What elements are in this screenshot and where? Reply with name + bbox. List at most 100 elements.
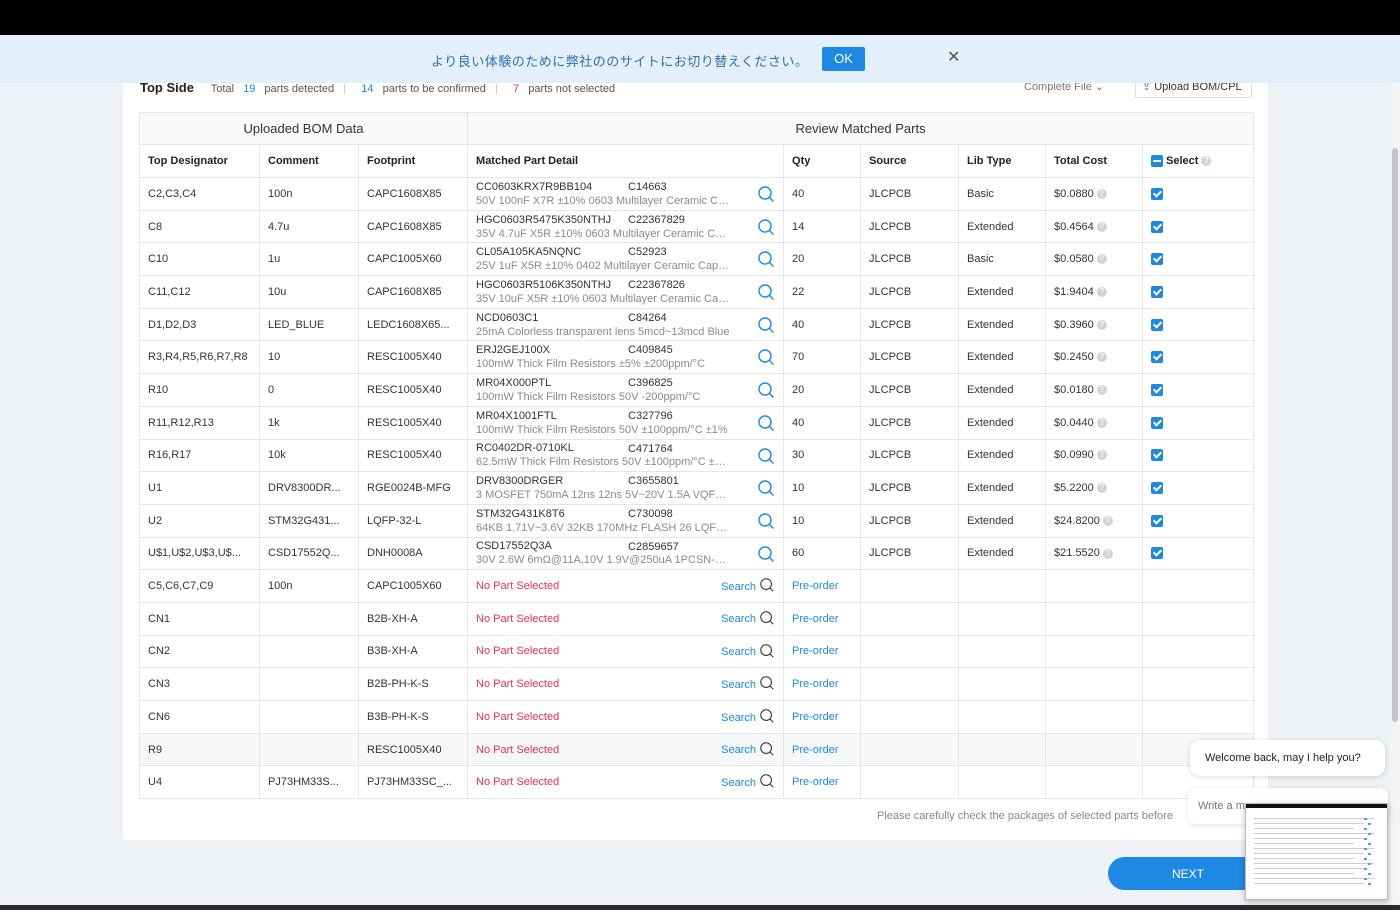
help-icon[interactable]: ? [1096,417,1107,428]
thumbnail-line [1254,828,1354,829]
chat-welcome-bubble[interactable]: Welcome back, may I help you? [1190,740,1385,776]
help-icon[interactable]: ? [1201,156,1212,167]
search-icon[interactable] [757,512,775,530]
search-part-link[interactable]: Search [721,643,775,662]
libtype-cell: Extended [958,340,1047,375]
search-icon[interactable] [757,479,775,497]
table-row: CN1 B2B-XH-A No Part Selected Search Pre-ord… [139,601,1255,636]
search-icon[interactable] [757,250,775,268]
search-icon[interactable] [757,185,775,203]
row-checkbox[interactable] [1151,449,1164,462]
footprint-cell: LQFP-32-L [357,503,469,538]
search-part-link[interactable]: Search [721,741,775,760]
qty-cell: 40 [783,177,862,211]
source-cell: JLCPCB [860,209,960,244]
preorder-link[interactable]: Pre-order [792,743,839,756]
row-checkbox[interactable] [1151,514,1164,527]
row-checkbox[interactable] [1151,285,1164,298]
divider [495,84,497,95]
help-icon[interactable]: ? [1096,221,1107,232]
select-cell [1142,438,1255,473]
help-icon[interactable]: ? [1102,548,1113,559]
search-icon[interactable] [757,414,775,432]
help-icon[interactable]: ? [1096,254,1107,265]
preorder-link[interactable]: Pre-order [792,678,839,691]
cost-cell: $24.8200? [1045,503,1144,538]
window-thumbnail[interactable] [1245,803,1388,900]
cost-value: $24.8200 [1054,514,1100,527]
help-icon[interactable]: ? [1102,515,1113,526]
search-icon[interactable] [757,447,775,465]
matched-part-cell: No Part Selected Search [467,634,785,669]
cost-cell [1045,601,1144,636]
group-uploaded-bom: Uploaded BOM Data [138,112,469,145]
help-icon[interactable]: ? [1096,188,1107,199]
matched-part-cell: ERJ2GEJ100X C409845 100mW Thick Film Resis… [467,340,785,375]
part-description: 35V 4.7uF X5R ±10% 0603 Multilayer Ceram… [476,227,731,240]
search-icon[interactable] [757,348,775,366]
close-icon[interactable]: ✕ [947,49,961,66]
designator-cell: U2 [139,503,260,538]
preorder-link[interactable]: Pre-order [792,580,839,593]
cost-value: $21.5520 [1054,547,1100,560]
table-row: D1,D2,D3 LED_BLUE LEDC1608X65... NCD0603C1 C… [139,307,1255,342]
footprint-cell: LEDC1608X65... [357,307,469,342]
row-checkbox[interactable] [1151,318,1164,331]
cost-cell [1045,634,1144,669]
row-checkbox[interactable] [1151,547,1164,560]
search-icon[interactable] [757,316,775,334]
select-cell [1142,242,1255,277]
comment-cell [259,634,359,669]
search-icon[interactable] [757,218,775,236]
search-part-link[interactable]: Search [721,610,775,629]
search-part-link[interactable]: Search [721,708,775,727]
complete-file-dropdown[interactable]: Complete File ⌄ [1024,80,1104,93]
preorder-link[interactable]: Pre-order [792,612,839,625]
libtype-cell: Extended [958,536,1047,571]
search-part-link[interactable]: Search [721,773,775,792]
row-checkbox[interactable] [1151,351,1164,364]
help-icon[interactable]: ? [1096,483,1107,494]
banner-ok-button[interactable]: OK [822,47,865,71]
preorder-link[interactable]: Pre-order [792,710,839,723]
row-checkbox[interactable] [1151,482,1164,495]
matched-part-cell: CC0603KRX7R9BB104 C14663 50V 100nF X7R ±10… [467,177,785,211]
row-checkbox[interactable] [1151,384,1164,397]
search-icon[interactable] [757,545,775,563]
help-icon[interactable]: ? [1096,352,1107,363]
help-icon[interactable]: ? [1096,450,1107,461]
table-row: CN3 B2B-PH-K-S No Part Selected Search Pre-o… [139,667,1255,701]
help-icon[interactable]: ? [1096,385,1107,396]
select-cell [1142,700,1255,734]
search-part-link[interactable]: Search [721,675,775,694]
help-icon[interactable]: ? [1096,319,1107,330]
search-part-link[interactable]: Search [721,577,775,596]
preorder-link[interactable]: Pre-order [792,776,839,789]
preorder-link[interactable]: Pre-order [792,645,839,658]
scrollbar-thumb[interactable] [1392,148,1398,722]
search-icon [759,741,775,760]
part-description: 3 MOSFET 750mA 12ns 12ns 5V~20V 1.5A VQF… [476,489,732,502]
next-button[interactable]: NEXT [1108,857,1268,890]
libtype-cell [958,667,1047,701]
row-checkbox[interactable] [1151,416,1164,429]
search-icon[interactable] [757,381,775,399]
libtype-cell: Basic [958,242,1047,277]
cost-cell: $0.0880? [1045,177,1144,211]
row-checkbox[interactable] [1151,187,1164,200]
matched-part-cell: No Part Selected Search [467,765,785,800]
matched-part-cell: HGC0603R5475K350NTHJ C22367829 35V 4.7uF X… [467,209,785,244]
designator-cell: C5,C6,C7,C9 [139,569,260,603]
libtype-cell: Extended [958,209,1047,244]
footprint-cell: B3B-PH-K-S [357,700,469,734]
part-lcsc: C22367829 [628,213,685,226]
upload-icon: ⇪ [1142,81,1152,93]
matched-part-cell: NCD0603C1 C84264 25mA Colorless transparen… [467,307,785,342]
select-all-checkbox[interactable] [1151,155,1164,168]
search-icon[interactable] [757,283,775,301]
header-select[interactable]: Select? [1142,144,1255,178]
row-checkbox[interactable] [1151,220,1164,233]
preorder-cell: Pre-order [783,700,862,734]
row-checkbox[interactable] [1151,253,1164,266]
help-icon[interactable]: ? [1096,287,1107,297]
